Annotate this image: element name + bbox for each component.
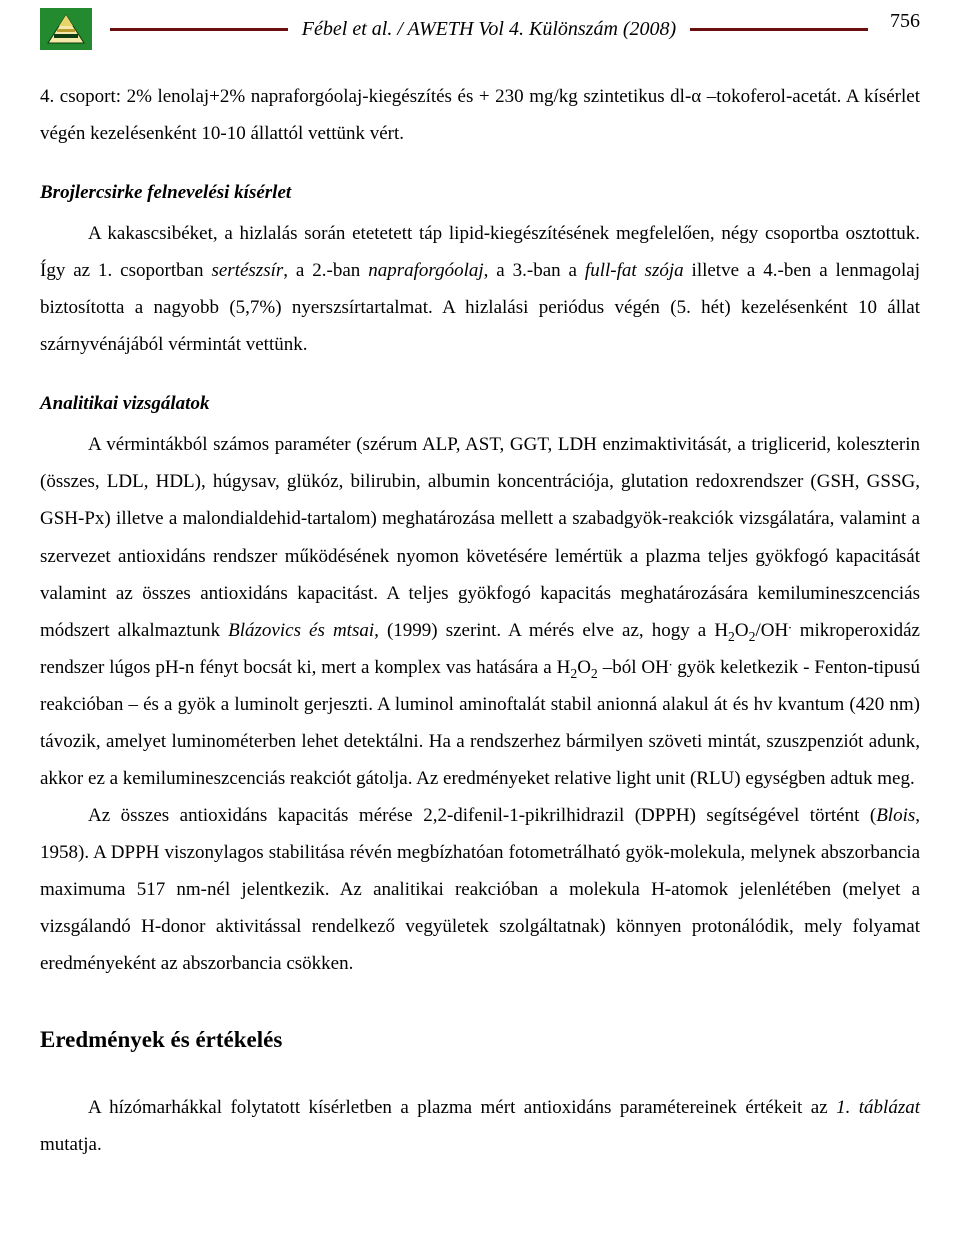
citation-blois: Blois	[876, 805, 915, 826]
text: –ból OH	[598, 657, 669, 678]
page: Fébel et al. / AWETH Vol 4. Különszám (2…	[0, 0, 960, 1249]
text: Az összes antioxidáns kapacitás mérése 2…	[88, 805, 876, 826]
heading-analitikai: Analitikai vizsgálatok	[40, 385, 920, 422]
paragraph-group4: 4. csoport: 2% lenolaj+2% napraforgóolaj…	[40, 78, 920, 152]
text: , a 3.-ban a	[484, 260, 585, 281]
heading-eredmenyek: Eredmények és értékelés	[40, 1018, 920, 1063]
body-text: 4. csoport: 2% lenolaj+2% napraforgóolaj…	[40, 78, 920, 1163]
paragraph-broiler: A kakascsibéket, a hizlalás során etetet…	[40, 215, 920, 363]
paragraph-eredmenyek: A hízómarhákkal folytatott kísérletben a…	[40, 1089, 920, 1163]
journal-logo	[40, 8, 92, 50]
header-citation: Fébel et al. / AWETH Vol 4. Különszám (2…	[288, 18, 690, 41]
paragraph-analitikai-2: Az összes antioxidáns kapacitás mérése 2…	[40, 797, 920, 982]
page-header: Fébel et al. / AWETH Vol 4. Különszám (2…	[40, 8, 920, 50]
header-center: Fébel et al. / AWETH Vol 4. Különszám (2…	[110, 18, 868, 41]
text: A hízómarhákkal folytatott kísérletben a…	[88, 1097, 836, 1118]
text: , 1958). A DPPH viszonylagos stabilitása…	[40, 805, 920, 974]
pyramid-icon	[46, 13, 86, 45]
term-serteszsir: sertészsír	[211, 260, 283, 281]
heading-broiler: Brojlercsirke felnevelési kísérlet	[40, 174, 920, 211]
text: , a 2.-ban	[283, 260, 368, 281]
text: O	[735, 620, 749, 641]
term-napraforgoolaj: napraforgóolaj	[368, 260, 483, 281]
text: /OH	[755, 620, 788, 641]
ref-table1: 1. táblázat	[836, 1097, 920, 1118]
citation-blazovics: Blázovics és mtsai,	[228, 620, 379, 641]
header-rule-left	[110, 28, 288, 31]
header-rule-right	[690, 28, 868, 31]
paragraph-analitikai-1: A vérmintákból számos paraméter (szérum …	[40, 426, 920, 796]
text: mutatja.	[40, 1134, 102, 1155]
text: (1999) szerint. A mérés elve az, hogy a …	[379, 620, 728, 641]
sub2: 2	[728, 628, 735, 643]
term-fullfat-szoja: full-fat szója	[585, 260, 684, 281]
page-number: 756	[890, 8, 920, 33]
text: O	[577, 657, 591, 678]
text: A vérmintákból számos paraméter (szérum …	[40, 434, 920, 640]
sub2: 2	[591, 665, 598, 680]
